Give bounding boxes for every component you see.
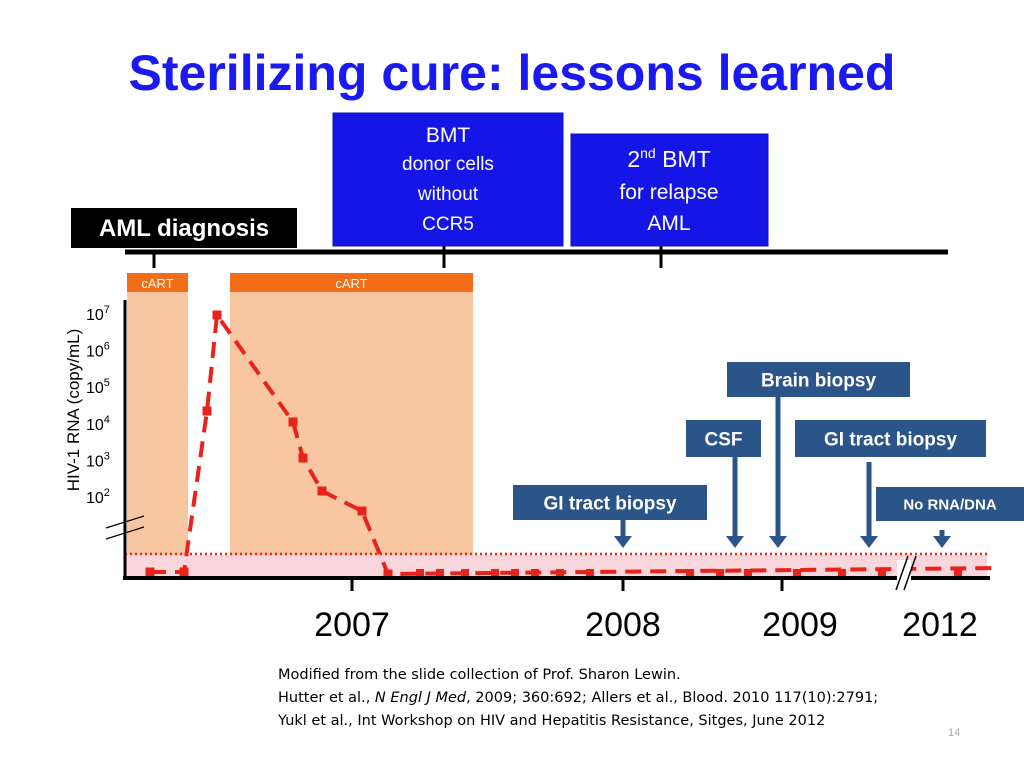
x-axis-break-mark bbox=[895, 555, 909, 591]
cart-header bbox=[127, 273, 188, 292]
second-bmt-line1: 2nd BMT bbox=[627, 145, 710, 172]
x-tick-labels: 2007 2008 2009 2012 bbox=[314, 578, 978, 644]
viral-load-line bbox=[150, 309, 1000, 577]
viral-load-point bbox=[357, 506, 367, 516]
y-tick-label: 102 bbox=[86, 487, 110, 507]
biopsy-box bbox=[795, 420, 986, 457]
x-axis-break-gap bbox=[897, 560, 911, 590]
viral-load-point bbox=[716, 569, 724, 577]
cart-header bbox=[230, 273, 473, 292]
viral-load-point bbox=[838, 569, 846, 577]
viral-load-point bbox=[298, 453, 308, 463]
viral-load-point bbox=[954, 569, 962, 577]
viral-load-series bbox=[145, 309, 1000, 579]
detection-limit-band bbox=[125, 555, 987, 577]
reference-line-2: Hutter et al., N Engl J Med, 2009; 360:6… bbox=[278, 690, 879, 706]
biopsy-box bbox=[727, 362, 910, 397]
viral-load-point bbox=[288, 417, 298, 427]
x-tick-label: 2007 bbox=[314, 606, 390, 644]
y-axis-label: HIV-1 RNA (copy/mL) bbox=[64, 329, 83, 492]
second-bmt-line3: AML bbox=[647, 212, 690, 235]
y-tick-label: 103 bbox=[86, 450, 110, 470]
bmt-box: BMT donor cells without CCR5 bbox=[332, 112, 564, 247]
viral-load-point bbox=[511, 569, 519, 577]
x-tick-label: 2012 bbox=[902, 606, 978, 644]
bmt-line2: donor cells bbox=[402, 154, 494, 175]
cart-band bbox=[127, 291, 188, 578]
x-tick-label: 2009 bbox=[762, 606, 838, 644]
aml-diagnosis-box: AML diagnosis bbox=[71, 208, 297, 248]
y-tick-label: 104 bbox=[86, 414, 110, 434]
viral-load-point bbox=[416, 569, 424, 577]
viral-load-point bbox=[383, 569, 393, 579]
page-number: 14 bbox=[948, 727, 961, 739]
aml-diagnosis-label: AML diagnosis bbox=[99, 215, 269, 242]
slide-title: Sterilizing cure: lessons learned bbox=[129, 45, 896, 101]
bmt-line4: CCR5 bbox=[422, 214, 474, 235]
x-axis-break-mark bbox=[903, 555, 917, 591]
viral-load-point bbox=[878, 569, 886, 577]
y-tick-label: 106 bbox=[86, 341, 110, 361]
biopsy-annotation: CSF bbox=[686, 420, 761, 548]
biopsy-label: No RNA/DNA bbox=[903, 496, 996, 513]
y-tick-label: 105 bbox=[86, 377, 110, 397]
viral-load-point bbox=[436, 569, 444, 577]
biopsy-arrow-head bbox=[726, 536, 744, 548]
viral-load-point bbox=[586, 569, 594, 577]
viral-load-point bbox=[744, 569, 752, 577]
viral-load-point bbox=[317, 486, 327, 496]
viral-load-point bbox=[793, 569, 801, 577]
reference-line-1: Modified from the slide collection of Pr… bbox=[278, 667, 681, 683]
biopsy-label: GI tract biopsy bbox=[543, 493, 676, 514]
biopsy-box bbox=[876, 487, 1024, 521]
biopsy-arrow-head bbox=[769, 536, 787, 548]
biopsy-arrow-head bbox=[614, 536, 632, 548]
biopsy-annotation: GI tract biopsy bbox=[513, 485, 707, 548]
biopsy-label: Brain biopsy bbox=[761, 370, 877, 391]
viral-load-point bbox=[686, 569, 694, 577]
cart-label: cART bbox=[335, 276, 367, 291]
biopsy-label: GI tract biopsy bbox=[824, 429, 957, 450]
biopsy-arrow-head bbox=[860, 536, 878, 548]
bmt-line3: without bbox=[417, 184, 479, 205]
biopsy-arrow-head bbox=[933, 536, 951, 548]
references: Modified from the slide collection of Pr… bbox=[278, 664, 978, 733]
viral-load-point bbox=[179, 567, 189, 577]
viral-load-point bbox=[461, 569, 469, 577]
viral-load-point bbox=[212, 310, 222, 320]
viral-load-point bbox=[556, 569, 564, 577]
second-bmt-box: 2nd BMT for relapse AML bbox=[570, 133, 769, 247]
biopsy-box bbox=[513, 485, 707, 520]
viral-load-point bbox=[202, 406, 212, 416]
biopsy-annotations: GI tract biopsy CSF Brain biopsy GI tract b… bbox=[513, 362, 1024, 548]
cart-band bbox=[230, 291, 473, 578]
bmt-line1: BMT bbox=[426, 124, 471, 147]
y-tick-labels: 107 106 105 104 103 102 bbox=[86, 304, 110, 507]
cart-periods: cART cART bbox=[127, 273, 473, 578]
biopsy-annotation: GI tract biopsy bbox=[795, 420, 986, 548]
biopsy-box bbox=[686, 420, 761, 457]
viral-load-point bbox=[491, 569, 499, 577]
second-bmt-line2: for relapse bbox=[619, 181, 718, 204]
x-tick-label: 2008 bbox=[585, 606, 661, 644]
cart-label: cART bbox=[141, 276, 173, 291]
viral-load-chart: cART cART 107 106 105 104 103 102 HIV-1 RNA (c… bbox=[64, 273, 1024, 644]
viral-load-point bbox=[145, 567, 155, 577]
biopsy-label: CSF bbox=[705, 429, 743, 450]
reference-line-3: Yukl et al., Int Workshop on HIV and Hep… bbox=[278, 713, 826, 729]
y-tick-label: 107 bbox=[86, 304, 110, 324]
biopsy-annotation: Brain biopsy bbox=[727, 362, 910, 548]
viral-load-point bbox=[531, 569, 539, 577]
biopsy-annotation: No RNA/DNA bbox=[876, 487, 1024, 548]
